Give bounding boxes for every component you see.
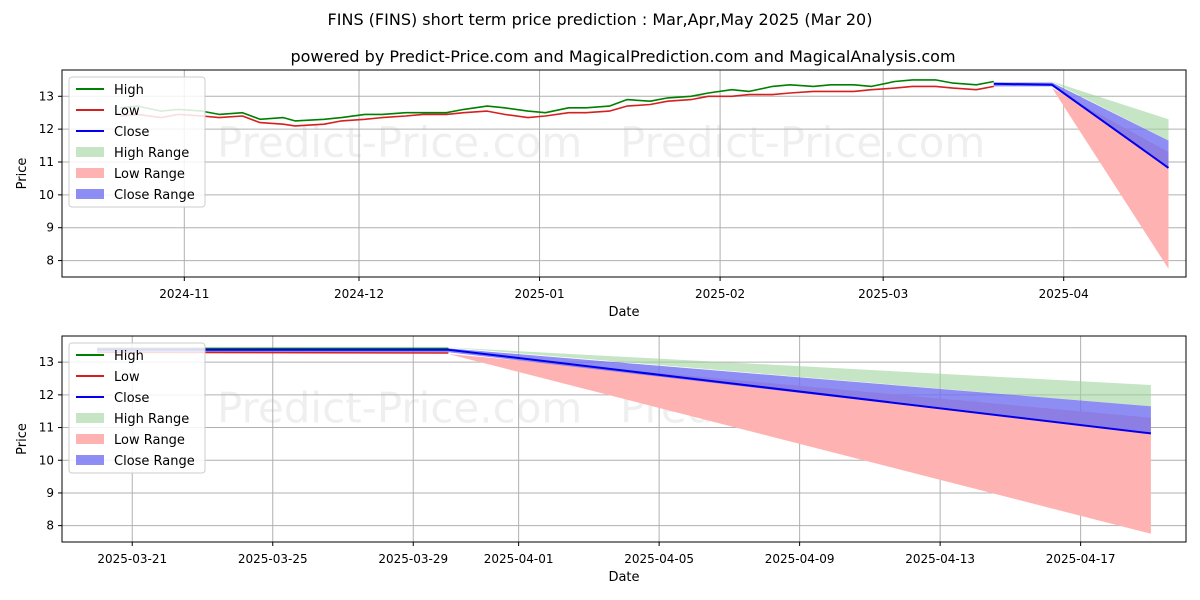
legend-label: High Range xyxy=(114,146,189,161)
close-series-line xyxy=(993,82,1170,169)
x-tick-label: 2025-03-29 xyxy=(378,552,448,566)
high-range-legend-swatch xyxy=(76,147,104,157)
legend-label: Close xyxy=(114,125,149,140)
x-tick-label: 2025-03-21 xyxy=(97,552,167,566)
plot-frame xyxy=(61,69,1187,278)
chart-subtitle: powered by Predict-Price.com and Magical… xyxy=(290,47,955,66)
y-tick-label: 12 xyxy=(39,122,54,136)
low-range-legend-swatch xyxy=(76,434,104,444)
high-range-band xyxy=(993,81,1169,141)
x-axis-label: Date xyxy=(608,570,639,585)
legend-label: High Range xyxy=(114,412,189,427)
y-tick-label: 12 xyxy=(39,388,54,402)
watermark-text: Predict-Price.com xyxy=(217,118,582,167)
x-tick-label: 2024-11 xyxy=(159,287,209,301)
legend-label: High xyxy=(114,349,144,364)
y-tick-label: 10 xyxy=(39,188,54,202)
watermark-text: Predict-Price.com xyxy=(217,384,582,433)
legend-label: Low xyxy=(114,370,140,385)
legend-label: High xyxy=(114,83,144,98)
low-range-legend-swatch xyxy=(76,168,104,178)
y-tick-label: 9 xyxy=(46,486,54,500)
low-series-line xyxy=(120,85,994,127)
y-tick-label: 8 xyxy=(46,519,54,533)
legend: High Low Close High Range Low Range Close Ran… xyxy=(68,76,206,208)
short-term-panel: Predict-Price.comPredict-Price.com2025-0… xyxy=(15,335,1187,585)
plot-frame xyxy=(61,335,1187,543)
x-tick-label: 2025-04-05 xyxy=(624,552,694,566)
high-range-legend-swatch xyxy=(76,413,104,423)
x-tick-label: 2025-03 xyxy=(858,287,908,301)
x-tick-label: 2025-01 xyxy=(514,287,564,301)
x-tick-label: 2025-04-13 xyxy=(905,552,975,566)
y-tick-label: 11 xyxy=(39,421,54,435)
chart-title: FINS (FINS) short term price prediction … xyxy=(328,10,873,29)
legend-label: Low Range xyxy=(114,433,185,448)
legend-label: Close Range xyxy=(114,454,195,469)
y-tick-label: 13 xyxy=(39,89,54,103)
x-tick-label: 2025-02 xyxy=(695,287,745,301)
x-axis-label: Date xyxy=(608,305,639,320)
watermark-text: Predict-Price.com xyxy=(620,118,985,167)
y-axis-label: Price xyxy=(15,423,30,455)
legend: High Low Close High Range Low Range Close Ran… xyxy=(68,342,206,474)
close-range-legend-swatch xyxy=(76,189,104,199)
long-term-panel: Predict-Price.com Predict-Price.com 2024-1… xyxy=(15,69,1187,320)
high-series-line xyxy=(120,79,994,122)
high-range-band xyxy=(97,347,1151,407)
y-axis-label: Price xyxy=(15,158,30,190)
x-tick-label: 2025-04-17 xyxy=(1046,552,1116,566)
y-tick-label: 8 xyxy=(46,254,54,268)
y-tick-label: 11 xyxy=(39,155,54,169)
x-tick-label: 2025-04-01 xyxy=(484,552,554,566)
y-tick-label: 13 xyxy=(39,355,54,369)
x-tick-label: 2024-12 xyxy=(334,287,384,301)
legend-label: Low xyxy=(114,104,140,119)
x-tick-label: 2025-04-09 xyxy=(765,552,835,566)
legend-label: Close Range xyxy=(114,188,195,203)
legend-label: Low Range xyxy=(114,167,185,182)
close-range-legend-swatch xyxy=(76,455,104,465)
y-tick-label: 10 xyxy=(39,453,54,467)
close-range-band xyxy=(993,82,1169,168)
y-tick-label: 9 xyxy=(46,221,54,235)
legend-label: Close xyxy=(114,391,149,406)
x-tick-label: 2025-03-25 xyxy=(238,552,308,566)
close-series-line xyxy=(97,348,1152,435)
x-tick-label: 2025-04 xyxy=(1039,287,1089,301)
close-range-band xyxy=(97,348,1151,434)
